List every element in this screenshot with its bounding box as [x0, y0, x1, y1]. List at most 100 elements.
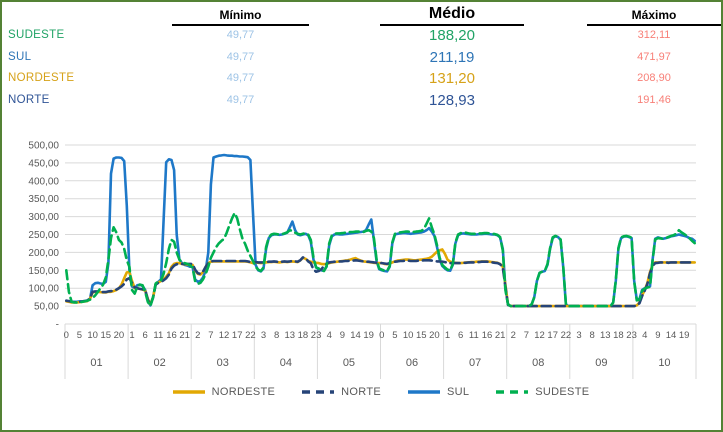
svg-text:1: 1	[445, 330, 450, 341]
header-underline	[172, 24, 309, 26]
svg-text:12: 12	[534, 330, 545, 341]
row-label-nordeste: NORDESTE	[8, 72, 75, 84]
svg-text:14: 14	[666, 330, 677, 341]
svg-text:8: 8	[589, 330, 594, 341]
max-value: 208,90	[637, 72, 671, 84]
svg-text:17: 17	[232, 330, 243, 341]
svg-text:13: 13	[285, 330, 296, 341]
min-value: 49,77	[226, 94, 255, 106]
row-label-sul: SUL	[8, 51, 32, 63]
svg-text:-: -	[56, 320, 59, 331]
svg-text:6: 6	[143, 330, 148, 341]
svg-text:17: 17	[547, 330, 558, 341]
svg-text:6: 6	[458, 330, 463, 341]
header-underline	[587, 24, 721, 26]
svg-text:01: 01	[90, 357, 102, 369]
svg-text:500,00: 500,00	[28, 141, 59, 152]
svg-text:21: 21	[179, 330, 190, 341]
svg-text:22: 22	[245, 330, 256, 341]
svg-text:14: 14	[350, 330, 361, 341]
svg-text:10: 10	[403, 330, 414, 341]
svg-text:400,00: 400,00	[28, 176, 59, 187]
svg-text:12: 12	[219, 330, 230, 341]
svg-text:04: 04	[280, 357, 292, 369]
svg-text:21: 21	[495, 330, 506, 341]
legend-line-dashed-icon	[496, 390, 529, 394]
svg-text:4: 4	[327, 330, 332, 341]
legend-line-solid-icon	[172, 390, 205, 394]
svg-text:7: 7	[524, 330, 529, 341]
svg-text:16: 16	[166, 330, 177, 341]
min-value: 49,77	[226, 51, 255, 63]
legend-label: NORTE	[341, 386, 381, 398]
max-value: 191,46	[637, 94, 671, 106]
svg-text:0: 0	[379, 330, 384, 341]
svg-text:23: 23	[626, 330, 637, 341]
svg-text:450,00: 450,00	[28, 158, 59, 169]
table-row: NORTE 49,77 128,93 191,46	[2, 92, 721, 110]
table-row: NORDESTE 49,77 131,20 208,90	[2, 70, 721, 88]
svg-text:300,00: 300,00	[28, 212, 59, 223]
legend-item-norte: NORTE	[301, 386, 381, 398]
svg-text:09: 09	[595, 357, 607, 369]
svg-text:4: 4	[642, 330, 647, 341]
svg-text:150,00: 150,00	[28, 266, 59, 277]
svg-text:8: 8	[274, 330, 279, 341]
svg-text:13: 13	[600, 330, 611, 341]
svg-text:19: 19	[679, 330, 690, 341]
svg-text:22: 22	[561, 330, 572, 341]
svg-text:9: 9	[655, 330, 660, 341]
svg-text:5: 5	[392, 330, 397, 341]
legend-item-sul: SUL	[407, 386, 469, 398]
chart-legend: NORDESTE NORTE SUL SUDESTE	[65, 386, 696, 398]
column-header-medio: Médio	[428, 5, 476, 22]
legend-label: SUDESTE	[535, 386, 590, 398]
svg-text:10: 10	[87, 330, 98, 341]
svg-text:11: 11	[469, 330, 479, 341]
svg-text:2: 2	[195, 330, 200, 341]
svg-text:18: 18	[298, 330, 309, 341]
svg-text:05: 05	[343, 357, 355, 369]
svg-text:100,00: 100,00	[28, 284, 59, 295]
svg-text:9: 9	[340, 330, 345, 341]
svg-text:02: 02	[154, 357, 166, 369]
svg-text:3: 3	[576, 330, 581, 341]
legend-item-nordeste: NORDESTE	[172, 386, 276, 398]
svg-text:5: 5	[77, 330, 82, 341]
svg-text:23: 23	[311, 330, 322, 341]
svg-text:07: 07	[469, 357, 481, 369]
svg-text:2: 2	[511, 330, 516, 341]
svg-text:3: 3	[261, 330, 266, 341]
column-header-minimo: Mínimo	[219, 8, 262, 22]
svg-text:08: 08	[532, 357, 544, 369]
legend-label: NORDESTE	[211, 386, 276, 398]
header-underline	[380, 24, 524, 26]
column-header-maximo: Máximo	[631, 8, 677, 22]
legend-line-solid-icon	[407, 390, 440, 394]
svg-text:200,00: 200,00	[28, 248, 59, 259]
table-row: SUDESTE 49,77 188,20 312,11	[2, 27, 721, 45]
table-row: SUL 49,77 211,19 471,97	[2, 49, 721, 67]
svg-text:1: 1	[129, 330, 134, 341]
svg-text:03: 03	[217, 357, 229, 369]
svg-text:250,00: 250,00	[28, 230, 59, 241]
svg-text:7: 7	[208, 330, 213, 341]
svg-text:50,00: 50,00	[34, 302, 59, 313]
avg-value: 128,93	[429, 92, 475, 109]
max-value: 312,11	[637, 29, 671, 41]
max-value: 471,97	[637, 51, 671, 63]
legend-item-sudeste: SUDESTE	[495, 386, 589, 398]
min-value: 49,77	[226, 72, 255, 84]
svg-text:350,00: 350,00	[28, 194, 59, 205]
row-label-sudeste: SUDESTE	[8, 29, 65, 41]
svg-text:15: 15	[100, 330, 111, 341]
svg-text:11: 11	[153, 330, 163, 341]
svg-text:06: 06	[406, 357, 418, 369]
legend-line-dashed-icon	[302, 390, 335, 394]
svg-text:16: 16	[482, 330, 493, 341]
svg-text:10: 10	[658, 357, 670, 369]
legend-label: SUL	[446, 386, 470, 398]
avg-value: 211,19	[429, 49, 475, 66]
